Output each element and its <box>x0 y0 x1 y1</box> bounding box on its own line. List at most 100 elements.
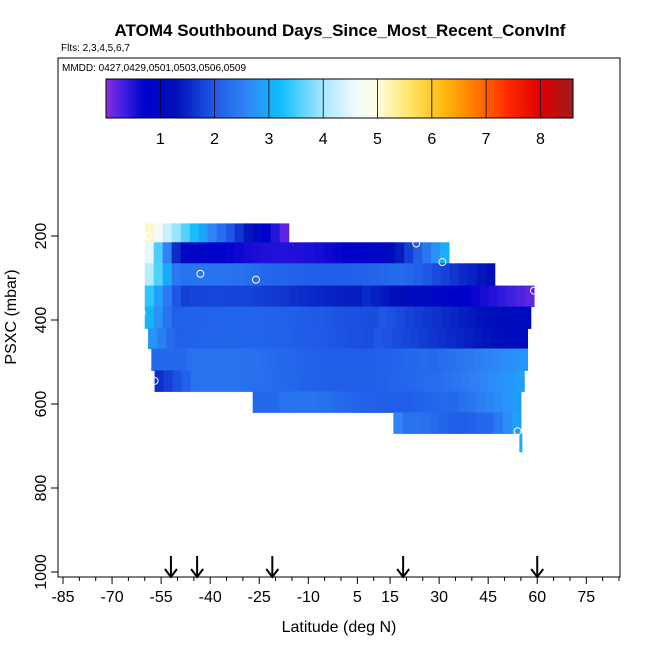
heatmap-cell <box>396 306 406 329</box>
heatmap-cell <box>407 285 417 308</box>
dates-subtitle: MMDD: 0427,0429,0501,0503,0506,0509 <box>62 63 246 74</box>
heatmap-cell <box>153 242 164 264</box>
heatmap-cell <box>243 263 254 287</box>
heatmap-cell <box>393 412 404 434</box>
convinf-circle <box>412 239 421 248</box>
heatmap-cell <box>467 306 478 329</box>
x-axis: -85 -70 -55 -40 -25 -10 5 15 30 45 60 75 <box>51 577 620 606</box>
heatmap-cell <box>189 263 200 287</box>
heatmap-cell <box>342 263 352 287</box>
heatmap-cell <box>439 242 450 264</box>
heatmap-cell <box>361 285 372 308</box>
chart-title: ATOM4 Southbound Days_Since_Most_Recent_… <box>115 21 566 40</box>
heatmap-cell <box>404 391 415 413</box>
x-tick-label: -85 <box>51 589 74 606</box>
heatmap-cell <box>316 285 327 308</box>
heatmap-cell <box>252 306 263 329</box>
heatmap-cell <box>470 370 480 392</box>
heatmap-cell <box>425 370 435 392</box>
heatmap-cell <box>261 391 272 413</box>
heatmap-cell <box>351 263 361 287</box>
heatmap-cell <box>270 306 280 329</box>
convinf-circles <box>137 232 538 436</box>
heatmap-cell <box>234 242 244 264</box>
convinf-circle <box>291 234 300 243</box>
heatmap-cell <box>207 306 218 329</box>
heatmap-cell <box>180 223 191 243</box>
heatmap-cell <box>199 370 210 392</box>
heatmap-cell <box>279 391 290 413</box>
heatmap-cell <box>500 348 511 371</box>
heatmap-cell <box>359 242 370 264</box>
heatmap-cell <box>414 306 424 329</box>
heatmap-cell <box>324 263 334 287</box>
colorbar-tick-label: 8 <box>536 131 545 148</box>
heatmap-cell <box>316 370 327 392</box>
heatmap-cell <box>380 285 390 308</box>
heatmap-cell <box>446 348 457 371</box>
heatmap-cell <box>506 285 517 308</box>
heatmap-cell <box>402 348 412 371</box>
heatmap-cell <box>280 370 291 392</box>
heatmap-cell <box>244 370 255 392</box>
heatmap-cell <box>231 348 242 371</box>
heatmap-cell <box>440 306 451 329</box>
heatmap-cell <box>306 263 316 287</box>
heatmap-cell <box>225 263 236 287</box>
colorbar: 1 2 3 4 5 6 7 8 <box>105 78 574 148</box>
x-axis-label: Latitude (deg N) <box>282 619 397 636</box>
heatmap-cell <box>404 242 414 264</box>
heatmap-cells <box>144 223 535 453</box>
heatmap-cell <box>400 328 411 350</box>
heatmap-cell <box>411 348 421 371</box>
heatmap-cell <box>467 391 477 413</box>
flight-arrows <box>164 556 545 579</box>
heatmap-cell <box>315 306 325 329</box>
heatmap-cell <box>144 242 155 264</box>
heatmap-cell <box>258 348 269 371</box>
heatmap-cell <box>189 242 200 264</box>
heatmap-cell <box>207 242 217 264</box>
x-tick-label: 60 <box>528 589 546 606</box>
x-tick-label: 45 <box>479 589 497 606</box>
heatmap-cell <box>485 306 496 329</box>
heatmap-cell <box>333 263 343 287</box>
heatmap-cell <box>422 263 433 287</box>
heatmap-cell <box>431 242 441 264</box>
heatmap-cell <box>378 306 388 329</box>
heatmap-cell <box>325 285 336 308</box>
x-tick-label: 5 <box>353 589 362 606</box>
heatmap-cell <box>343 285 354 308</box>
heatmap-cell <box>515 370 525 392</box>
heatmap-cell <box>470 285 481 308</box>
heatmap-cell <box>479 370 489 392</box>
heatmap-cell <box>181 370 192 392</box>
heatmap-cell <box>171 285 182 308</box>
heatmap-cell <box>267 348 278 371</box>
heatmap-cell <box>485 391 495 413</box>
heatmap-cell <box>305 242 316 264</box>
heatmap-cell <box>196 348 206 371</box>
heatmap-cell <box>438 412 449 434</box>
heatmap-cell <box>446 328 456 350</box>
heatmap-cell <box>364 328 375 350</box>
heatmap-cell <box>339 348 349 371</box>
heatmap-cell <box>346 328 357 350</box>
heatmap-cell <box>180 285 191 308</box>
heatmap-cell <box>216 242 226 264</box>
heatmap-cell <box>207 263 218 287</box>
heatmap-cell <box>452 285 463 308</box>
heatmap-cell <box>312 348 323 371</box>
heatmap-cell <box>249 348 260 371</box>
heatmap-cell <box>276 348 287 371</box>
heatmap-cell <box>461 370 471 392</box>
heatmap-cell <box>449 306 460 329</box>
heatmap-cell <box>261 242 271 264</box>
heatmap-cell <box>208 370 219 392</box>
heatmap-cell <box>411 412 422 434</box>
heatmap-cell <box>337 328 348 350</box>
heatmap-cell <box>493 412 504 434</box>
heatmap-cell <box>171 306 182 329</box>
heatmap-cell <box>334 370 345 392</box>
heatmap-cell <box>211 328 221 350</box>
